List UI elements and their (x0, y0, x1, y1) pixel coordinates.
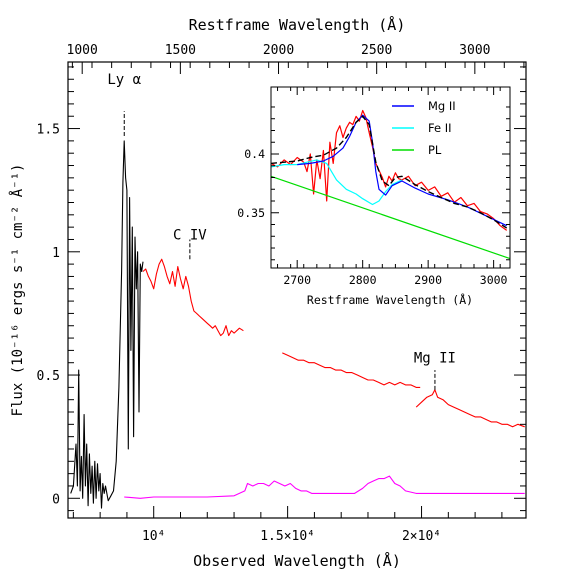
top-axis-title: Restframe Wavelength (Å) (189, 15, 406, 34)
x2-tick-label: 1500 (165, 43, 196, 58)
inset-ticks-group: 2700 2800 2900 3000 0.35 0.4 (237, 87, 510, 287)
annotation-label: C IV (173, 227, 207, 243)
inset-background (271, 87, 510, 268)
inset-legend: Mg II Fe II PL (392, 99, 456, 157)
legend-label: PL (428, 143, 442, 157)
legend-label: Fe II (428, 121, 452, 135)
inset-series-pl (270, 175, 511, 260)
spectrum-series-0-segment-0 (70, 140, 144, 509)
y-tick-label: 1.5 (37, 123, 60, 138)
x-tick-label: 1.5×10⁴ (260, 529, 315, 544)
inset-series-data (270, 109, 508, 231)
spectrum-series-1-segment-0 (142, 258, 244, 337)
y-tick-label: 0 (52, 492, 60, 507)
spectrum-series-1-segment-2 (415, 389, 525, 428)
inset-x-tick-label: 2700 (283, 273, 311, 287)
legend-label: Mg II (428, 99, 456, 113)
inset-axis-title: Restframe Wavelength (Å) (307, 292, 473, 307)
y-tick-label: 0.5 (37, 369, 60, 384)
inset-x-tick-label: 2900 (414, 273, 442, 287)
main-plot-frame (67, 61, 527, 519)
inset-y-tick-label: 0.4 (244, 147, 265, 161)
line-annotations-group: Ly α C IV Mg II (107, 72, 456, 390)
inset-y-tick-label: 0.35 (237, 206, 265, 220)
x2-tick-label: 2500 (361, 43, 392, 58)
y-tick-label: 1 (52, 246, 60, 261)
spectrum-series-2-segment-0 (124, 475, 525, 499)
bottom-axis-title: Observed Wavelength (Å) (193, 551, 401, 570)
x2-tick-label: 2000 (263, 43, 294, 58)
inset-x-tick-label: 2800 (349, 273, 377, 287)
x2-tick-label: 3000 (459, 43, 490, 58)
main-ticks-group: 10⁴ 1.5×10⁴ 2×10⁴ 1000 1500 2000 2500 3000 0 0.5 1… (37, 43, 526, 544)
inset-x-tick-label: 3000 (480, 273, 508, 287)
inset-series-model-fit (270, 115, 508, 229)
x-tick-label: 2×10⁴ (402, 529, 441, 544)
x-tick-label: 10⁴ (142, 529, 165, 544)
annotation-label: Ly α (107, 72, 141, 88)
inset-series-group (270, 109, 511, 260)
y-axis-title: Flux (10⁻¹⁶ ergs s⁻¹ cm⁻² Å⁻¹) (9, 164, 26, 417)
main-series-group (70, 140, 525, 509)
x2-tick-label: 1000 (67, 43, 98, 58)
annotation-label: Mg II (414, 351, 456, 367)
spectrum-series-1-segment-1 (282, 352, 421, 388)
